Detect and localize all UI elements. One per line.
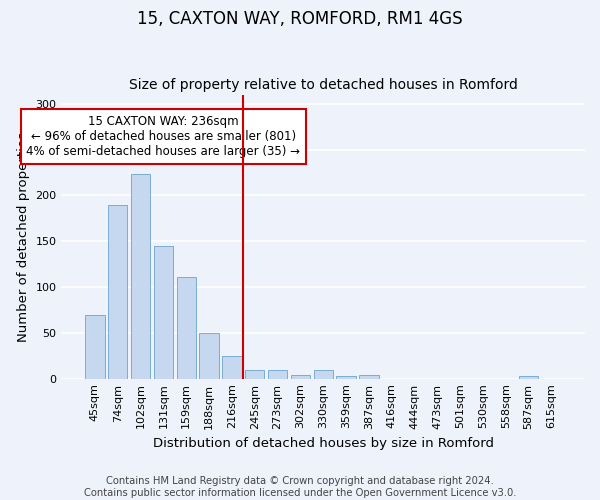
Bar (108, 204, 127, 378)
Bar (268, 370, 287, 378)
Bar (154, 246, 173, 378)
Bar (519, 376, 538, 378)
Bar (176, 277, 196, 378)
Bar (131, 174, 150, 378)
Text: Contains HM Land Registry data © Crown copyright and database right 2024.
Contai: Contains HM Land Registry data © Crown c… (84, 476, 516, 498)
Bar (290, 375, 310, 378)
Bar (314, 370, 333, 378)
Bar (85, 314, 104, 378)
Y-axis label: Number of detached properties: Number of detached properties (17, 132, 30, 342)
X-axis label: Distribution of detached houses by size in Romford: Distribution of detached houses by size … (153, 437, 494, 450)
Bar (359, 375, 379, 378)
Text: 15 CAXTON WAY: 236sqm
← 96% of detached houses are smaller (801)
4% of semi-deta: 15 CAXTON WAY: 236sqm ← 96% of detached … (26, 114, 301, 158)
Bar (199, 333, 219, 378)
Title: Size of property relative to detached houses in Romford: Size of property relative to detached ho… (129, 78, 518, 92)
Bar (245, 370, 265, 378)
Bar (222, 356, 242, 378)
Text: 15, CAXTON WAY, ROMFORD, RM1 4GS: 15, CAXTON WAY, ROMFORD, RM1 4GS (137, 10, 463, 28)
Bar (337, 376, 356, 378)
